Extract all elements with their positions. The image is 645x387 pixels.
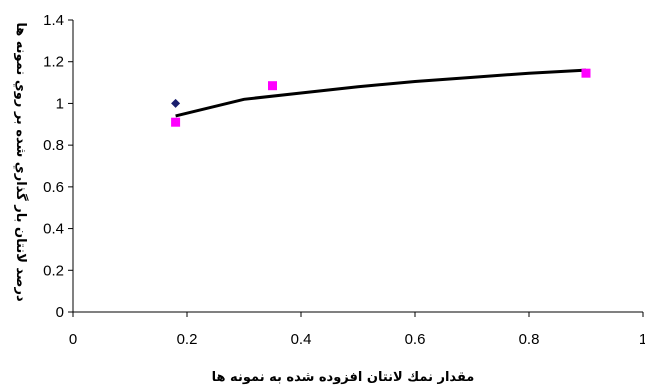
- square-point: [268, 81, 277, 91]
- y-axis-title: درصد لانتان بار گذاري شده بر روي نمونه ه…: [13, 22, 29, 302]
- x-tick-label: 0.4: [291, 331, 312, 348]
- y-tick-label: 1.2: [43, 54, 64, 71]
- x-axis-title: مقدار نمك لانتان افزوده شده به نمونه ها: [212, 370, 475, 385]
- x-axis-ticks: 0 0.2 0.4 0.6 0.8 1: [69, 312, 645, 348]
- y-tick-label: 0.6: [43, 179, 64, 196]
- data-points: [171, 68, 591, 127]
- y-axis-ticks: 0 0.2 0.4 0.6 0.8 1 1.2 1.4: [43, 12, 73, 321]
- y-tick-label: 1: [56, 95, 64, 112]
- y-tick-label: 0.8: [43, 137, 64, 154]
- square-point: [171, 117, 181, 127]
- square-point: [581, 68, 591, 78]
- y-tick-label: 0: [56, 304, 64, 321]
- x-tick-label: 0.6: [405, 331, 426, 348]
- y-tick-label: 1.4: [43, 12, 64, 29]
- y-tick-label: 0.2: [43, 262, 64, 279]
- diamond-point: [171, 98, 181, 108]
- axes: [72, 20, 643, 313]
- trendline: [175, 68, 587, 118]
- x-tick-label: 0.8: [519, 331, 540, 348]
- x-tick-label: 1: [639, 331, 645, 348]
- x-tick-label: 0: [69, 331, 77, 348]
- y-tick-label: 0.4: [43, 221, 64, 238]
- x-tick-label: 0.2: [177, 331, 198, 348]
